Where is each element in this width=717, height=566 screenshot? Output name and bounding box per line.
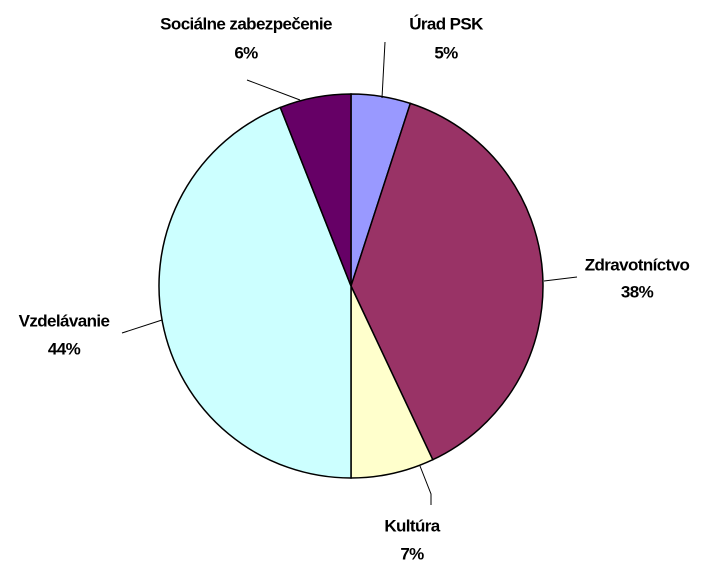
leader-line <box>246 79 301 101</box>
slice-label: Sociálne zabezpečenie <box>160 14 332 33</box>
slice-label: Vzdelávanie <box>19 311 110 330</box>
pie-slice <box>158 106 352 479</box>
slice-value-label: 6% <box>234 43 258 62</box>
leader-line <box>381 41 386 99</box>
slice-label: Kultúra <box>384 516 440 535</box>
pie-slice <box>279 93 352 287</box>
pie-slice <box>350 102 544 461</box>
slice-value-label: 7% <box>400 544 424 563</box>
slice-value-label: 38% <box>621 282 654 301</box>
slice-label: Zdravotníctvo <box>585 255 690 274</box>
leader-line <box>543 276 578 282</box>
slice-value-label: 44% <box>48 339 81 358</box>
leader-line <box>419 465 432 505</box>
slice-value-label: 5% <box>434 43 458 62</box>
leader-line <box>121 319 163 334</box>
slice-label: Úrad PSK <box>409 14 484 33</box>
